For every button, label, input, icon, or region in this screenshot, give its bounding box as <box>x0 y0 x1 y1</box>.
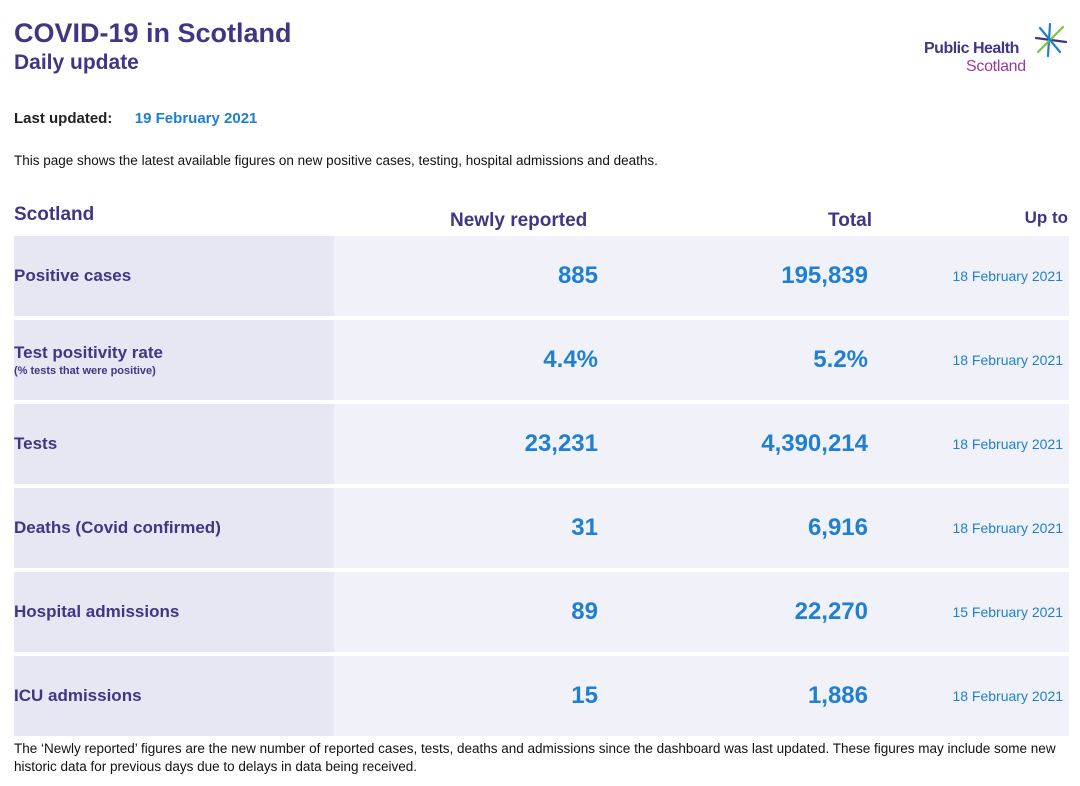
column-header-up-to: Up to <box>1024 208 1068 227</box>
public-health-scotland-logo: Public Health Scotland <box>924 22 1069 78</box>
column-header-region: Scotland <box>14 204 95 225</box>
row-up-to-date: 18 February 2021 <box>952 268 1063 284</box>
row-total: 4,390,214 <box>761 430 868 457</box>
row-sublabel: (% tests that were positive) <box>14 365 156 377</box>
stats-table: Positive cases 885 195,839 18 February 2… <box>14 236 1069 740</box>
row-label: Test positivity rate (% tests that were … <box>14 343 163 377</box>
last-updated-label: Last updated: <box>14 110 113 127</box>
row-newly-reported: 31 <box>571 514 598 541</box>
table-row-hospital-admissions: Hospital admissions 89 22,270 15 Februar… <box>14 572 1069 652</box>
row-label-text: Test positivity rate <box>14 343 163 362</box>
page-subtitle: Daily update <box>14 51 139 74</box>
footnote: The ‘Newly reported’ figures are the new… <box>14 741 1056 774</box>
row-label-cell <box>14 236 334 316</box>
logo-line-1: Public Health <box>924 40 1019 57</box>
page-title: COVID-19 in Scotland <box>14 18 292 48</box>
intro-text: This page shows the latest available fig… <box>14 153 658 168</box>
table-header: Scotland Newly reported Total Up to <box>0 200 1080 236</box>
row-newly-reported: 23,231 <box>524 430 598 457</box>
column-header-total: Total <box>828 210 872 231</box>
row-label-text: Deaths (Covid confirmed) <box>14 518 221 537</box>
row-label: Positive cases <box>14 266 131 286</box>
row-up-to-date: 18 February 2021 <box>952 352 1063 368</box>
row-label-text: Hospital admissions <box>14 602 180 621</box>
row-total: 22,270 <box>794 598 868 625</box>
row-newly-reported: 885 <box>557 262 598 289</box>
table-row-deaths: Deaths (Covid confirmed) 31 6,916 18 Feb… <box>14 488 1069 568</box>
row-label: Deaths (Covid confirmed) <box>14 518 221 538</box>
row-label-cell <box>14 656 334 736</box>
row-newly-reported: 4.4% <box>543 346 598 373</box>
row-label: Tests <box>14 434 57 454</box>
row-label-text: Tests <box>14 434 58 453</box>
row-label-text: Positive cases <box>14 266 132 285</box>
row-up-to-date: 18 February 2021 <box>952 688 1063 704</box>
row-label-cell <box>14 404 334 484</box>
row-label: Hospital admissions <box>14 602 179 622</box>
row-label-cell <box>14 488 334 568</box>
phs-star-icon <box>1034 22 1068 58</box>
row-up-to-date: 18 February 2021 <box>952 520 1063 536</box>
column-header-newly-reported: Newly reported <box>450 210 588 231</box>
row-newly-reported: 89 <box>571 598 598 625</box>
table-row-tests: Tests 23,231 4,390,214 18 February 2021 <box>14 404 1069 484</box>
row-label-cell <box>14 320 334 400</box>
last-updated: Last updated: 19 February 2021 <box>14 110 257 128</box>
row-label-cell <box>14 572 334 652</box>
table-row-icu-admissions: ICU admissions 15 1,886 18 February 2021 <box>14 656 1069 736</box>
page-header: COVID-19 in Scotland Daily update <box>14 18 292 76</box>
logo-line-2: Scotland <box>966 58 1026 75</box>
row-total: 195,839 <box>781 262 868 289</box>
row-total: 5.2% <box>813 346 868 373</box>
row-total: 1,886 <box>807 682 868 709</box>
row-label-text: ICU admissions <box>14 686 142 705</box>
row-up-to-date: 15 February 2021 <box>952 604 1063 620</box>
last-updated-value: 19 February 2021 <box>134 110 258 127</box>
row-up-to-date: 18 February 2021 <box>952 436 1063 452</box>
row-label: ICU admissions <box>14 686 142 706</box>
row-newly-reported: 15 <box>571 682 598 709</box>
table-row-test-positivity-rate: Test positivity rate (% tests that were … <box>14 320 1069 400</box>
table-row-positive-cases: Positive cases 885 195,839 18 February 2… <box>14 236 1069 316</box>
row-total: 6,916 <box>807 514 868 541</box>
